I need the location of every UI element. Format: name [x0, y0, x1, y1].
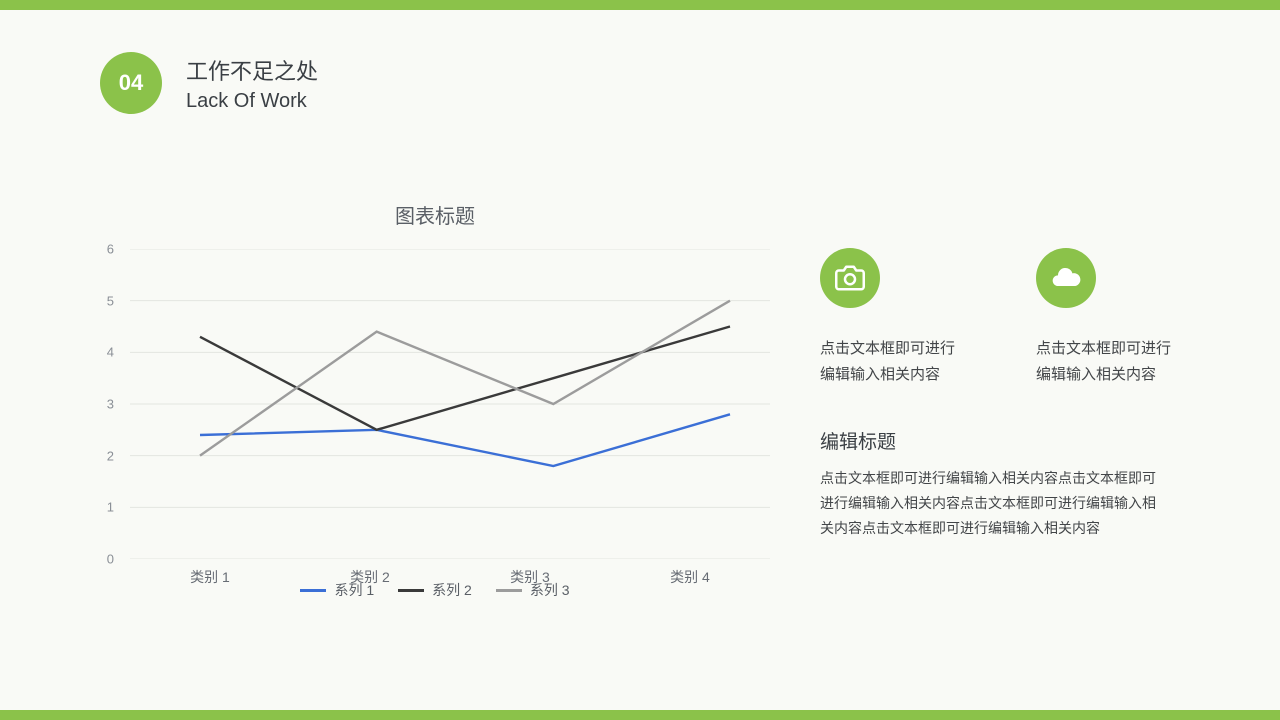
chart-legend: 系列 1 系列 2 系列 3 — [90, 580, 780, 600]
legend-item: 系列 1 — [300, 580, 374, 600]
series-line — [200, 414, 730, 466]
y-tick-label: 0 — [107, 552, 114, 567]
y-tick-label: 5 — [107, 293, 114, 308]
legend-item: 系列 3 — [496, 580, 570, 600]
chart-area: 图表标题 0123456 类别 1类别 2类别 3类别 4 — [90, 200, 780, 579]
info-block-text: 点击文本框即可进行编辑输入相关内容 — [820, 336, 960, 387]
header-titles: 工作不足之处 Lack Of Work — [186, 54, 318, 113]
y-tick-label: 6 — [107, 242, 114, 257]
series-line — [200, 327, 730, 430]
legend-swatch — [300, 589, 326, 592]
legend-label: 系列 2 — [432, 580, 472, 600]
section-number-badge: 04 — [100, 52, 162, 114]
legend-label: 系列 1 — [334, 580, 374, 600]
section-body: 点击文本框即可进行编辑输入相关内容点击文本框即可进行编辑输入相关内容点击文本框即… — [820, 466, 1160, 542]
legend-swatch — [496, 589, 522, 592]
y-tick-label: 3 — [107, 397, 114, 412]
y-tick-label: 2 — [107, 448, 114, 463]
legend-label: 系列 3 — [530, 580, 570, 600]
y-tick-label: 4 — [107, 345, 114, 360]
top-accent-bar — [0, 0, 1280, 10]
chart-wrap: 0123456 类别 1类别 2类别 3类别 4 — [90, 249, 770, 579]
slide-header: 04 工作不足之处 Lack Of Work — [100, 52, 318, 114]
bottom-accent-bar — [0, 710, 1280, 720]
title-chinese: 工作不足之处 — [186, 54, 318, 86]
info-block: 点击文本框即可进行编辑输入相关内容 — [820, 248, 960, 387]
info-block-text: 点击文本框即可进行编辑输入相关内容 — [1036, 336, 1176, 387]
right-panel: 点击文本框即可进行编辑输入相关内容点击文本框即可进行编辑输入相关内容 编辑标题 … — [820, 248, 1190, 542]
info-block: 点击文本框即可进行编辑输入相关内容 — [1036, 248, 1176, 387]
legend-item: 系列 2 — [398, 580, 472, 600]
section-number: 04 — [119, 70, 143, 96]
chart-plot — [130, 249, 770, 559]
legend-swatch — [398, 589, 424, 592]
icon-row: 点击文本框即可进行编辑输入相关内容 点击文本框即可进行编辑输入相关内容 — [820, 248, 1190, 387]
y-axis-labels: 0123456 — [90, 249, 120, 579]
chart-svg — [130, 249, 770, 559]
chart-title: 图表标题 — [90, 200, 780, 229]
title-english: Lack Of Work — [186, 90, 318, 113]
section-title: 编辑标题 — [820, 427, 1190, 454]
y-tick-label: 1 — [107, 500, 114, 515]
camera-icon — [820, 248, 880, 308]
cloud-icon — [1036, 248, 1096, 308]
